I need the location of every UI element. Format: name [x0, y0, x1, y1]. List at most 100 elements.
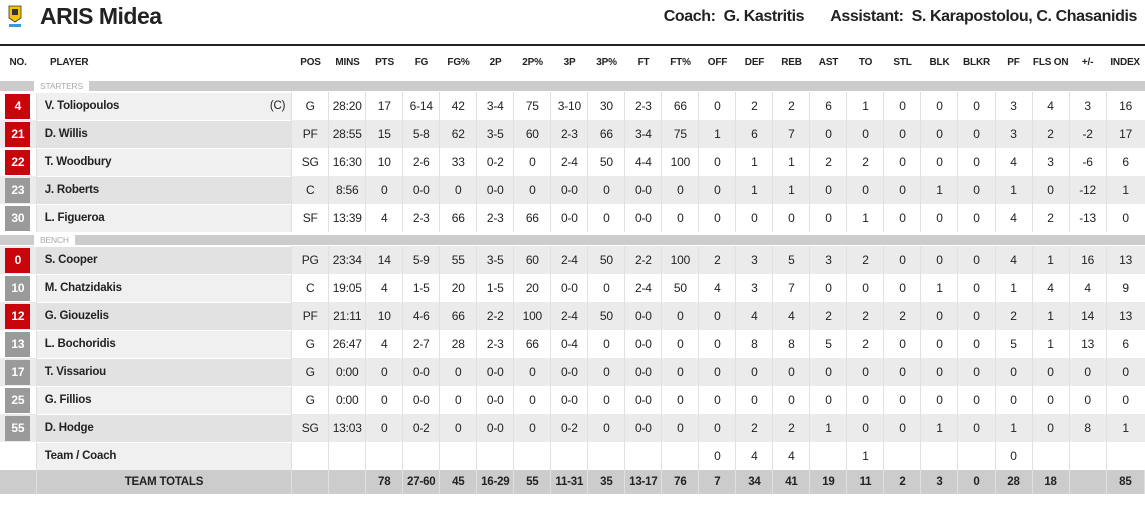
- column-header-pf[interactable]: PF: [1007, 56, 1020, 68]
- player-name[interactable]: J. Roberts: [36, 175, 293, 204]
- column-header-pos[interactable]: POS: [299, 56, 321, 68]
- name-text: J. Roberts: [44, 184, 99, 196]
- stat-off: 0: [698, 386, 737, 414]
- column-header-to[interactable]: TO: [858, 56, 873, 68]
- jersey-number: 12: [5, 303, 31, 329]
- column-header-ft-[interactable]: FT%: [670, 56, 691, 68]
- jersey-number: 21: [5, 121, 31, 147]
- name-text: G. Fillios: [44, 394, 92, 406]
- stat-pf: 0: [995, 358, 1033, 386]
- stat-2p: [476, 442, 515, 470]
- column-header-mins[interactable]: MINS: [335, 56, 360, 68]
- jersey-number: 0: [5, 247, 31, 273]
- column-header-reb[interactable]: REB: [781, 56, 802, 68]
- player-name[interactable]: T. Woodbury: [36, 147, 293, 176]
- stat-ast: 0: [809, 176, 848, 204]
- column-header-index[interactable]: INDEX: [1110, 56, 1141, 68]
- stat-pf: 5: [995, 330, 1033, 358]
- stat-reb: 0: [772, 358, 811, 386]
- stat-2p-: 60: [513, 246, 552, 274]
- stat-off: 0: [698, 92, 737, 120]
- stat-ft-: 0: [661, 176, 700, 204]
- stat-mins: 16:30: [328, 148, 367, 176]
- stat-reb: 1: [772, 176, 811, 204]
- stat-fls-on: [1032, 442, 1070, 470]
- player-name[interactable]: T. Vissariou: [36, 357, 293, 386]
- captain-marker: (C): [269, 100, 286, 112]
- column-header-fls-on[interactable]: FLS ON: [1032, 56, 1069, 68]
- section-bench: BENCH: [0, 232, 1145, 247]
- column-header-3p[interactable]: 3P: [563, 56, 576, 68]
- jersey-number: 22: [5, 149, 31, 175]
- stat-pos: C: [291, 176, 330, 204]
- column-header-player[interactable]: PLAYER: [50, 56, 89, 68]
- stat-reb: 41: [772, 470, 811, 494]
- section-label: STARTERS: [34, 78, 89, 93]
- stat-blk: 0: [920, 302, 959, 330]
- stat-to: 0: [846, 358, 885, 386]
- stat--: -12: [1069, 176, 1107, 204]
- player-name[interactable]: L. Bochoridis: [36, 329, 293, 358]
- stat-pos: PF: [291, 120, 330, 148]
- stat-2p-: 66: [513, 204, 552, 232]
- stat-3p-: 0: [587, 176, 626, 204]
- player-name[interactable]: G. Fillios: [36, 385, 293, 414]
- stat--: 0: [1069, 358, 1107, 386]
- stat-index: 0: [1122, 393, 1129, 407]
- column-header-ft[interactable]: FT: [637, 56, 650, 68]
- stat-fls-on: 2: [1032, 204, 1070, 232]
- stat-2p: 0-0: [476, 358, 515, 386]
- stat-reb: 5: [772, 246, 811, 274]
- stat-index: 0: [1122, 211, 1129, 225]
- column-header-blkr[interactable]: BLKR: [963, 56, 990, 68]
- player-name[interactable]: S. Cooper: [36, 245, 293, 274]
- column-header-stl[interactable]: STL: [893, 56, 912, 68]
- player-name[interactable]: G. Giouzelis: [36, 301, 293, 330]
- stat-reb: 7: [772, 274, 811, 302]
- player-row: 4 V. Toliopoulos (C) G 28:20 17 6-14 42 3-4 75 3-1…: [0, 91, 1145, 120]
- name-text: D. Willis: [44, 128, 88, 140]
- column-header-3p-[interactable]: 3P%: [596, 56, 617, 68]
- column-header-2p[interactable]: 2P: [489, 56, 502, 68]
- stat-reb: 0: [772, 386, 811, 414]
- stat-stl: 0: [883, 176, 922, 204]
- stat-ast: 0: [809, 120, 848, 148]
- column-header--[interactable]: +/-: [1081, 56, 1094, 68]
- stat-pf: 2: [995, 302, 1033, 330]
- stat-pts: 14: [365, 246, 404, 274]
- column-header-off[interactable]: OFF: [707, 56, 728, 68]
- stat-stl: 0: [883, 204, 922, 232]
- stat-mins: 13:03: [328, 414, 367, 442]
- player-row: 21 D. Willis PF 28:55 15 5-8 62 3-5 60 2-3 66 3-4 75…: [0, 119, 1145, 148]
- column-header-def[interactable]: DEF: [744, 56, 765, 68]
- player-name[interactable]: D. Willis: [36, 119, 293, 148]
- stat-index: 16: [1119, 99, 1133, 113]
- name-text: V. Toliopoulos: [44, 100, 120, 112]
- column-header-2p-[interactable]: 2P%: [522, 56, 543, 68]
- stat-fg-: 66: [439, 302, 478, 330]
- stat-mins: 0:00: [328, 358, 367, 386]
- stat-def: 0: [735, 204, 774, 232]
- section-starters: STARTERS: [0, 78, 1145, 93]
- stat-fls-on: 1: [1032, 330, 1070, 358]
- column-header-no-[interactable]: NO.: [9, 56, 27, 68]
- stat--: 16: [1069, 246, 1107, 274]
- column-header-fg-[interactable]: FG%: [447, 56, 470, 68]
- column-header-pts[interactable]: PTS: [374, 56, 394, 68]
- column-header-fg[interactable]: FG: [414, 56, 429, 68]
- stat-fls-on: 0: [1032, 414, 1070, 442]
- column-header-ast[interactable]: AST: [818, 56, 839, 68]
- stat-3p: 2-4: [550, 148, 589, 176]
- stat-index: 13: [1106, 302, 1145, 330]
- player-name[interactable]: M. Chatzidakis: [36, 273, 293, 302]
- column-header-blk[interactable]: BLK: [929, 56, 950, 68]
- player-name[interactable]: L. Figueroa: [36, 203, 293, 232]
- name-text: D. Hodge: [44, 422, 94, 434]
- stat-mins: 13:39: [328, 204, 367, 232]
- stat-fg-: 28: [439, 330, 478, 358]
- player-name[interactable]: D. Hodge: [36, 413, 293, 442]
- stat-to: 1: [846, 92, 885, 120]
- stat-blk: 0: [920, 204, 959, 232]
- stat-fg: 1-5: [402, 274, 441, 302]
- player-name[interactable]: V. Toliopoulos (C): [36, 91, 293, 120]
